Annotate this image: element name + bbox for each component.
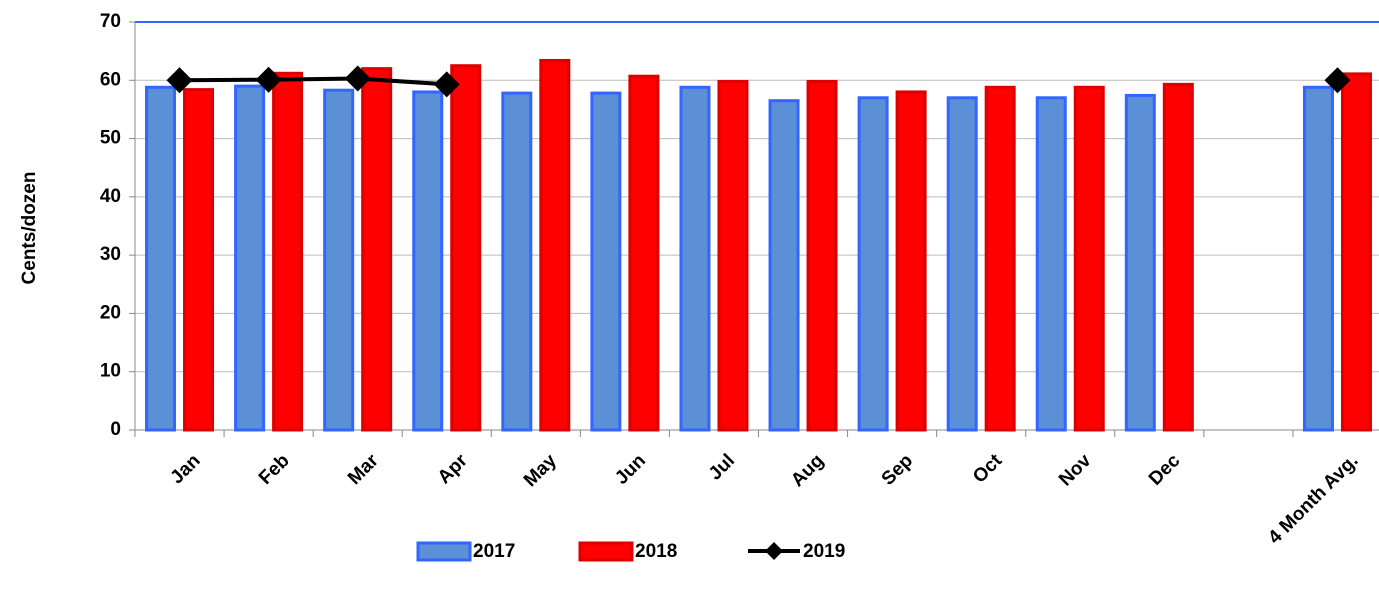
bar xyxy=(361,67,393,432)
y-tick-label: 10 xyxy=(100,361,121,382)
bar xyxy=(1340,72,1372,432)
bar xyxy=(1035,96,1067,432)
legend-swatch xyxy=(416,541,472,562)
legend-swatch xyxy=(578,541,634,562)
y-tick-label: 40 xyxy=(100,186,121,207)
x-tick-label: Dec xyxy=(1145,450,1185,490)
x-tick-label: Mar xyxy=(344,450,383,489)
bar xyxy=(768,99,800,432)
x-tick-label: Feb xyxy=(255,450,294,489)
bar xyxy=(412,90,444,432)
legend-label: 2017 xyxy=(473,541,515,562)
bar xyxy=(946,96,978,432)
bar xyxy=(539,58,571,432)
bar xyxy=(984,85,1016,432)
bar xyxy=(183,88,215,432)
bar xyxy=(895,90,927,432)
x-tick-label: May xyxy=(520,450,561,491)
bar xyxy=(272,71,304,432)
bar xyxy=(323,88,355,432)
line-marker xyxy=(1324,67,1351,94)
bar xyxy=(1124,93,1156,432)
bar xyxy=(806,79,838,432)
bar xyxy=(450,64,482,432)
bar xyxy=(1162,82,1194,432)
line-marker xyxy=(255,66,282,93)
line-marker xyxy=(166,67,193,94)
x-tick-label: Aug xyxy=(787,450,828,491)
legend-label: 2018 xyxy=(635,541,677,562)
bar xyxy=(234,84,266,432)
x-tick-label: Jun xyxy=(611,450,650,489)
bar xyxy=(628,74,660,432)
legend-label: 2019 xyxy=(803,541,845,562)
x-tick-label: Apr xyxy=(434,450,472,488)
bar xyxy=(1073,85,1105,432)
bar xyxy=(590,91,622,432)
line-marker xyxy=(433,71,460,98)
x-tick-label: Jan xyxy=(167,450,205,488)
bar xyxy=(501,91,533,432)
y-tick-label: 50 xyxy=(100,128,121,149)
x-tick-label: Nov xyxy=(1055,450,1096,491)
bar xyxy=(145,85,177,432)
x-tick-label: Oct xyxy=(969,450,1007,488)
y-tick-label: 0 xyxy=(110,419,121,440)
y-tick-label: 30 xyxy=(100,244,121,265)
bar xyxy=(717,79,749,432)
x-tick-label: Jul xyxy=(705,450,739,484)
bar xyxy=(857,96,889,432)
y-tick-label: 60 xyxy=(100,69,121,90)
y-tick-label: 20 xyxy=(100,302,121,323)
y-tick-label: 70 xyxy=(100,11,121,32)
line-marker xyxy=(344,65,371,92)
legend-swatch xyxy=(765,542,783,560)
y-axis-label: Cents/dozen xyxy=(19,172,40,285)
bar xyxy=(1302,85,1334,432)
x-tick-label: Sep xyxy=(878,450,917,489)
x-tick-label: 4 Month Avg. xyxy=(1264,450,1362,548)
bar xyxy=(679,85,711,432)
